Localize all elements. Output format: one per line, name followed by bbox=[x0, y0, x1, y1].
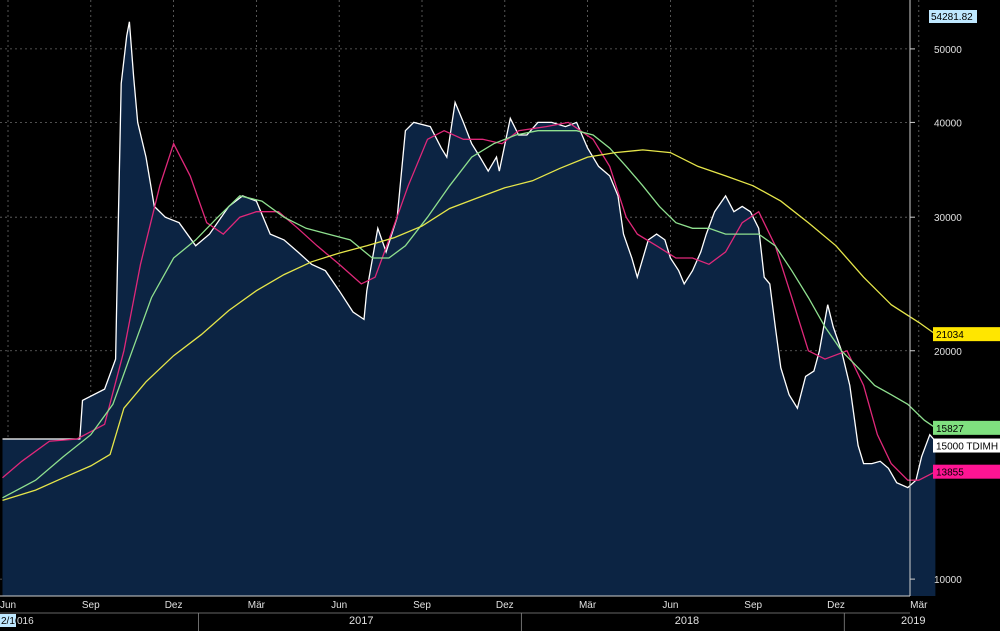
value-tag-label: 15000 TDIMH bbox=[936, 442, 998, 453]
value-tag-box bbox=[933, 438, 1000, 453]
year-label: 2017 bbox=[349, 615, 373, 627]
x-tick-label: Sep bbox=[413, 600, 431, 611]
x-tick-label: Jun bbox=[0, 600, 16, 611]
moving-average-long bbox=[2, 149, 936, 502]
year-label: 2019 bbox=[901, 615, 925, 627]
price-area bbox=[2, 21, 936, 597]
top-value-label: 54281.82 bbox=[931, 12, 973, 23]
x-tick-label: Jun bbox=[662, 600, 678, 611]
value-tag-box bbox=[933, 464, 1000, 479]
top-value-box bbox=[929, 10, 977, 23]
y-tick-label: 30000 bbox=[934, 213, 962, 224]
x-tick-label: Mär bbox=[910, 600, 928, 611]
y-tick-label: 10000 bbox=[934, 575, 962, 586]
price-line bbox=[2, 21, 936, 489]
x-tick-label: Mär bbox=[248, 600, 266, 611]
value-tag-box bbox=[933, 420, 1000, 435]
series-layer bbox=[2, 21, 936, 597]
x-tick-label: Jun bbox=[331, 600, 347, 611]
x-tick-label: Dez bbox=[496, 600, 514, 611]
start-date-label: 2/16 bbox=[1, 616, 21, 627]
start-label-box bbox=[0, 614, 16, 627]
x-tick-label: Mär bbox=[579, 600, 597, 611]
y-tick-label: 20000 bbox=[934, 347, 962, 358]
value-tag-label: 21034 bbox=[936, 330, 964, 341]
x-tick-label: Sep bbox=[82, 600, 100, 611]
y-tick-label: 40000 bbox=[934, 118, 962, 129]
value-tag-box bbox=[933, 327, 1000, 342]
year-label: 2018 bbox=[675, 615, 699, 627]
start-date-suffix: 016 bbox=[17, 616, 34, 627]
value-tag-label: 15827 bbox=[936, 424, 964, 435]
value-tag-label: 13855 bbox=[936, 468, 964, 479]
axes: 10000 20000 30000 40000 50000 Jun Sep Dez Mär Jun… bbox=[0, 0, 977, 631]
y-tick-label: 50000 bbox=[934, 45, 962, 56]
moving-average-medium bbox=[2, 130, 936, 499]
x-tick-label: Sep bbox=[744, 600, 762, 611]
value-tags: 21034 15827 15000 TDIMH 13855 bbox=[933, 327, 1000, 479]
moving-average-short bbox=[2, 121, 936, 481]
x-tick-label: Dez bbox=[827, 600, 845, 611]
x-tick-label: Dez bbox=[165, 600, 183, 611]
